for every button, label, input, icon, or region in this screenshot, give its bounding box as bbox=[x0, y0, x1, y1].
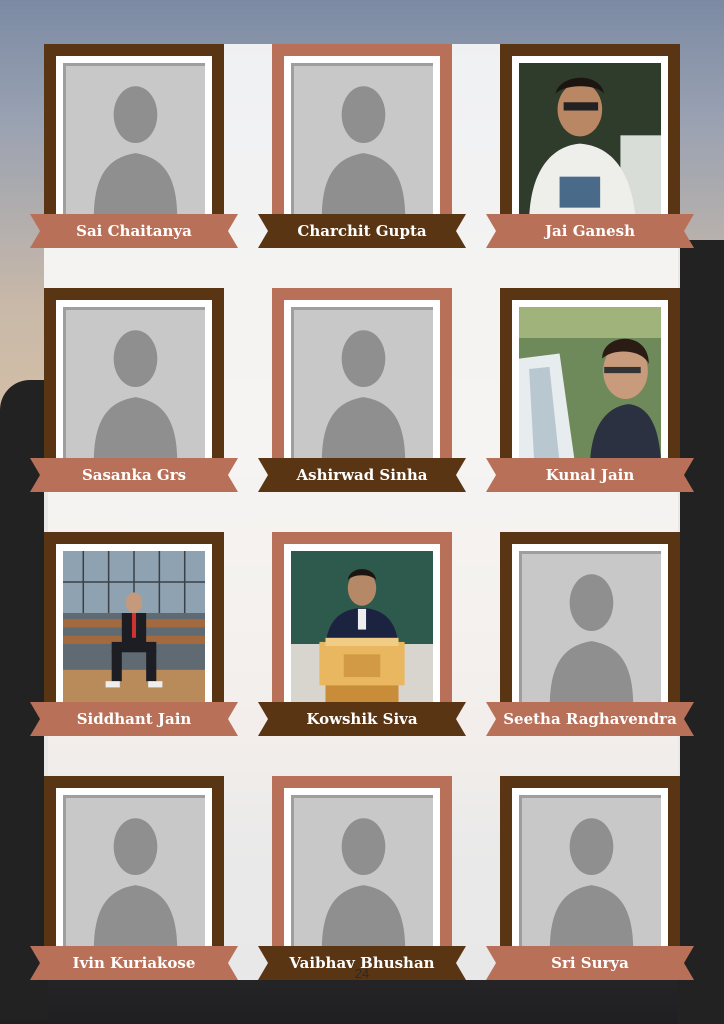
name-banner: Sri Surya bbox=[486, 946, 694, 980]
member-name: Ashirwad Sinha bbox=[296, 466, 428, 484]
name-banner: Vaibhav Bhushan bbox=[258, 946, 466, 980]
person-silhouette-icon bbox=[93, 818, 178, 950]
avatar bbox=[291, 63, 433, 218]
person-photo-icon bbox=[291, 551, 433, 706]
member-card: Vaibhav Bhushan bbox=[258, 776, 466, 980]
photo-frame bbox=[44, 44, 224, 230]
name-banner: Seetha Raghavendra bbox=[486, 702, 694, 736]
name-banner: Siddhant Jain bbox=[30, 702, 238, 736]
member-sheet: Sai Chaitanya Charchit Gupta bbox=[30, 44, 694, 980]
photo-frame bbox=[500, 44, 680, 230]
member-card: Jai Ganesh bbox=[486, 44, 694, 248]
avatar bbox=[63, 551, 205, 706]
person-silhouette-icon bbox=[93, 330, 178, 462]
member-card: Sasanka Grs bbox=[30, 288, 238, 492]
person-silhouette-icon bbox=[321, 86, 406, 218]
member-name: Siddhant Jain bbox=[76, 710, 192, 728]
member-card: Ivin Kuriakose bbox=[30, 776, 238, 980]
member-name: Sri Surya bbox=[551, 954, 629, 972]
avatar bbox=[291, 307, 433, 462]
name-banner: Kunal Jain bbox=[486, 458, 694, 492]
member-name: Seetha Raghavendra bbox=[503, 710, 677, 728]
name-banner: Charchit Gupta bbox=[258, 214, 466, 248]
member-name: Sai Chaitanya bbox=[76, 222, 192, 240]
photo-frame bbox=[272, 288, 452, 474]
avatar bbox=[63, 795, 205, 950]
name-banner: Jai Ganesh bbox=[486, 214, 694, 248]
photo-frame bbox=[272, 532, 452, 718]
person-photo-icon bbox=[63, 551, 205, 706]
person-silhouette-icon bbox=[93, 86, 178, 218]
avatar bbox=[519, 307, 661, 462]
photo-frame bbox=[272, 776, 452, 962]
member-name: Ivin Kuriakose bbox=[72, 954, 196, 972]
name-banner: Sasanka Grs bbox=[30, 458, 238, 492]
photo-frame bbox=[44, 288, 224, 474]
avatar bbox=[291, 795, 433, 950]
photo-frame bbox=[272, 44, 452, 230]
name-banner: Ivin Kuriakose bbox=[30, 946, 238, 980]
person-silhouette-icon bbox=[321, 818, 406, 950]
photo-frame bbox=[44, 776, 224, 962]
member-name: Jai Ganesh bbox=[544, 222, 636, 240]
member-grid: Sai Chaitanya Charchit Gupta bbox=[30, 44, 694, 980]
avatar bbox=[291, 551, 433, 706]
photo-frame bbox=[44, 532, 224, 718]
page-number: 24 bbox=[354, 966, 370, 981]
member-name: Sasanka Grs bbox=[81, 466, 187, 484]
avatar bbox=[519, 551, 661, 706]
person-silhouette-icon bbox=[549, 818, 634, 950]
member-card: Siddhant Jain bbox=[30, 532, 238, 736]
member-card: Kowshik Siva bbox=[258, 532, 466, 736]
person-silhouette-icon bbox=[549, 574, 634, 706]
background-silhouette-right bbox=[678, 240, 724, 1024]
photo-frame bbox=[500, 532, 680, 718]
photo-frame bbox=[500, 776, 680, 962]
person-photo-icon bbox=[519, 307, 661, 462]
person-photo-icon bbox=[519, 63, 661, 218]
member-name: Kowshik Siva bbox=[306, 710, 418, 728]
name-banner: Kowshik Siva bbox=[258, 702, 466, 736]
member-name: Kunal Jain bbox=[545, 466, 635, 484]
member-card: Sri Surya bbox=[486, 776, 694, 980]
member-card: Kunal Jain bbox=[486, 288, 694, 492]
photo-frame bbox=[500, 288, 680, 474]
name-banner: Ashirwad Sinha bbox=[258, 458, 466, 492]
avatar bbox=[519, 63, 661, 218]
member-card: Sai Chaitanya bbox=[30, 44, 238, 248]
name-banner: Sai Chaitanya bbox=[30, 214, 238, 248]
avatar bbox=[63, 307, 205, 462]
member-name: Charchit Gupta bbox=[297, 222, 427, 240]
person-silhouette-icon bbox=[321, 330, 406, 462]
member-card: Ashirwad Sinha bbox=[258, 288, 466, 492]
avatar bbox=[519, 795, 661, 950]
avatar bbox=[63, 63, 205, 218]
member-name: Vaibhav Bhushan bbox=[289, 954, 435, 972]
member-card: Charchit Gupta bbox=[258, 44, 466, 248]
member-card: Seetha Raghavendra bbox=[486, 532, 694, 736]
